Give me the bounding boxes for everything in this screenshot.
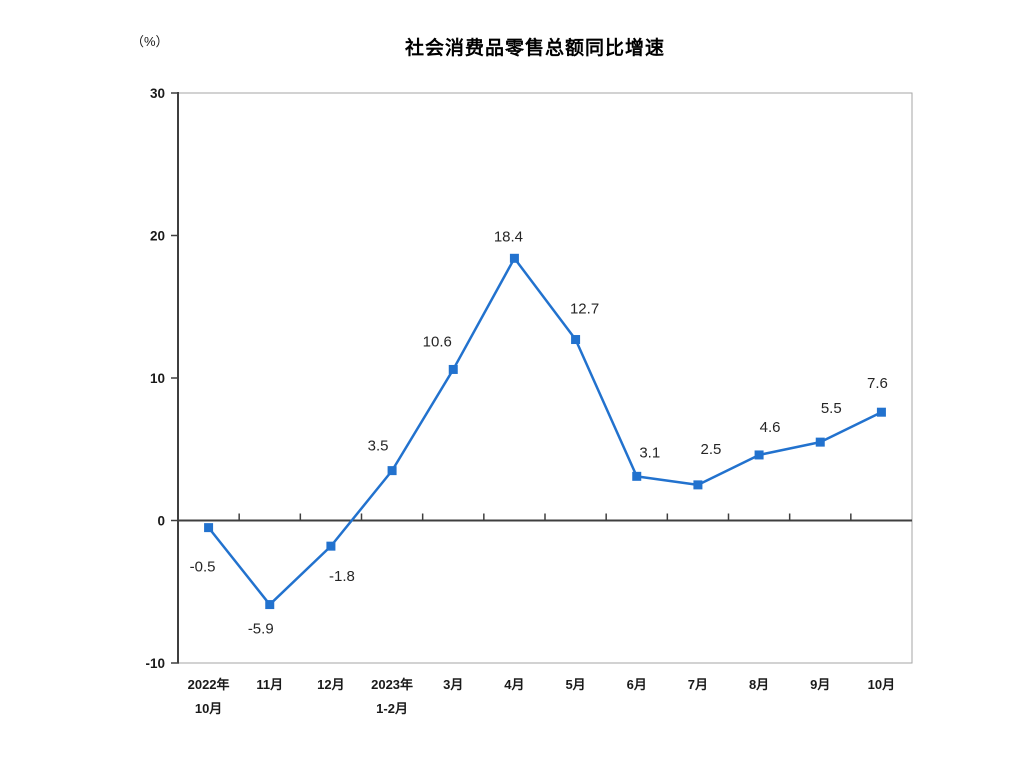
data-point-marker <box>509 253 519 263</box>
data-point-marker <box>693 480 703 490</box>
y-tick-label: 10 <box>150 371 165 386</box>
series-line <box>207 257 882 606</box>
data-point-label: -0.5 <box>190 559 216 576</box>
data-point-label: 18.4 <box>494 228 523 245</box>
chart-title: 社会消费品零售总额同比增速 <box>404 38 665 59</box>
y-tick-label: -10 <box>145 656 165 671</box>
data-point-label: 3.1 <box>639 444 660 461</box>
data-point-label: 2.5 <box>700 441 721 458</box>
data-point-marker <box>632 471 642 481</box>
data-point-marker <box>754 450 764 460</box>
x-tick-label: 1-2月 <box>376 701 408 716</box>
data-point-label: 7.6 <box>867 375 888 392</box>
x-tick-label: 9月 <box>810 677 830 692</box>
x-tick-label: 10月 <box>868 677 895 692</box>
data-point-label: 4.6 <box>760 419 781 436</box>
x-tick-label: 6月 <box>627 677 647 692</box>
data-point-label: -1.8 <box>329 568 355 585</box>
data-point-marker <box>571 335 581 345</box>
data-point-marker <box>815 437 825 447</box>
data-point-marker <box>876 407 886 417</box>
x-tick-label: 7月 <box>688 677 708 692</box>
x-tick-label: 5月 <box>565 677 585 692</box>
y-tick-label: 0 <box>157 514 165 529</box>
x-tick-label: 10月 <box>195 701 222 716</box>
data-point-marker <box>265 600 275 610</box>
x-tick-label: 2022年 <box>188 677 230 692</box>
plot-border <box>177 92 913 664</box>
y-axis-unit-label: （%） <box>131 34 169 49</box>
data-point-label: -5.9 <box>248 621 274 638</box>
y-tick-label: 20 <box>150 229 165 244</box>
x-tick-label: 11月 <box>256 677 283 692</box>
y-tick-label: 30 <box>150 86 165 101</box>
data-point-label: 10.6 <box>423 333 452 350</box>
data-point-label: 5.5 <box>821 400 842 417</box>
x-tick-label: 3月 <box>443 677 463 692</box>
data-point-label: 12.7 <box>570 301 599 318</box>
x-tick-label: 4月 <box>504 677 524 692</box>
data-point-label: 3.5 <box>368 438 389 455</box>
data-point-marker <box>326 541 336 551</box>
data-point-marker <box>387 466 397 476</box>
x-tick-label: 2023年 <box>371 677 413 692</box>
x-tick-label: 12月 <box>317 677 344 692</box>
data-point-marker <box>204 523 214 533</box>
x-tick-label: 8月 <box>749 677 769 692</box>
data-point-marker <box>448 364 458 374</box>
